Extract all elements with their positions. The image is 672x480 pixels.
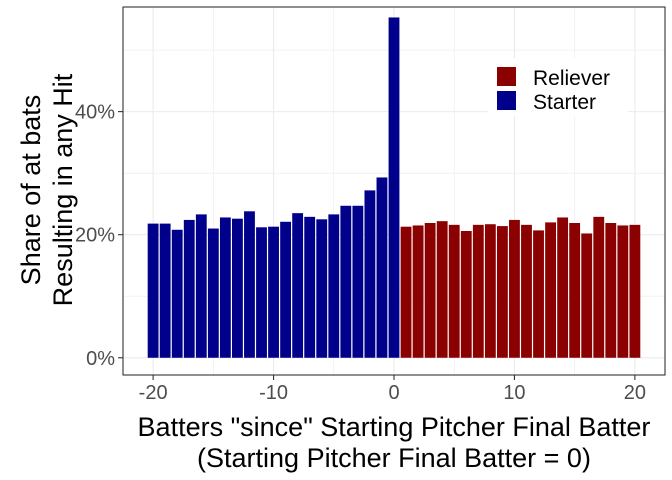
bar-starter--4 [340, 205, 352, 358]
bar-starter-0 [388, 17, 400, 358]
x-tick-label: 20 [624, 382, 646, 404]
bar-reliever-20 [629, 224, 641, 358]
bar-reliever-16 [581, 233, 593, 358]
bar-reliever-3 [424, 223, 436, 358]
y-axis-title-line-2: Resulting in any Hit [48, 73, 78, 306]
bar-reliever-15 [569, 223, 581, 358]
bar-starter--1 [376, 177, 388, 358]
bar-reliever-9 [496, 226, 508, 358]
x-tick-label: 10 [503, 382, 525, 404]
y-axis-ticks: 0% 20% 40% [75, 102, 123, 370]
x-tick-label: -20 [139, 382, 168, 404]
bar-reliever-4 [436, 221, 448, 358]
bar-starter--15 [207, 228, 219, 358]
bar-reliever-11 [521, 224, 532, 358]
bar-starter--8 [292, 213, 304, 358]
y-axis-title-line-1: Share of at bats [16, 95, 46, 286]
bar-reliever-12 [533, 230, 544, 358]
bar-reliever-14 [557, 217, 569, 358]
bar-starter--18 [171, 229, 183, 358]
x-tick-label: -10 [259, 382, 288, 404]
y-tick-label: 0% [86, 348, 115, 370]
bar-starter--5 [328, 214, 340, 358]
bar-starter--9 [280, 221, 292, 358]
bar-starter--12 [244, 211, 255, 358]
bar-starter--17 [183, 219, 195, 358]
bar-reliever-18 [605, 223, 617, 358]
bar-starter--20 [147, 223, 159, 358]
bar-reliever-7 [472, 224, 484, 358]
bar-reliever-8 [484, 224, 496, 358]
bar-reliever-19 [617, 225, 629, 358]
bar-starter--19 [159, 223, 171, 358]
y-tick-label: 40% [75, 102, 115, 124]
legend-label-reliever: Reliever [533, 67, 610, 90]
bar-reliever-17 [593, 216, 605, 358]
bar-reliever-13 [545, 222, 556, 358]
x-axis-title-line-2: (Starting Pitcher Final Batter = 0) [197, 443, 591, 473]
bar-starter--14 [219, 217, 231, 358]
x-axis-title-line-1: Batters "since" Starting Pitcher Final B… [138, 412, 651, 442]
y-tick-label: 20% [75, 225, 115, 247]
bar-starter--11 [256, 227, 267, 358]
bar-reliever-6 [460, 231, 472, 358]
bar-reliever-2 [412, 225, 424, 358]
bar-starter--13 [232, 218, 243, 358]
bar-reliever-1 [400, 226, 412, 358]
bar-starter--2 [364, 190, 376, 358]
legend-label-starter: Starter [533, 91, 596, 114]
bar-starter--3 [352, 205, 364, 358]
bar-starter--6 [316, 219, 328, 358]
legend-key-reliever [497, 67, 516, 86]
legend-key-starter [497, 91, 516, 110]
x-axis-ticks: -20 -10 0 10 20 [139, 375, 646, 404]
bar-reliever-5 [448, 224, 460, 358]
x-tick-label: 0 [388, 382, 399, 404]
bars [147, 17, 641, 358]
bar-reliever-10 [509, 219, 520, 358]
legend: Reliever Starter [488, 58, 628, 116]
bar-starter--16 [195, 214, 207, 358]
bar-starter--10 [268, 226, 279, 358]
bar-starter--7 [304, 216, 316, 358]
